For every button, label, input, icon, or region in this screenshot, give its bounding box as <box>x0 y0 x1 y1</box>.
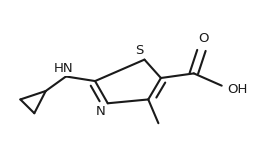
Text: N: N <box>95 105 105 118</box>
Text: HN: HN <box>54 61 73 75</box>
Text: O: O <box>199 32 209 45</box>
Text: S: S <box>135 44 144 57</box>
Text: OH: OH <box>227 83 247 96</box>
